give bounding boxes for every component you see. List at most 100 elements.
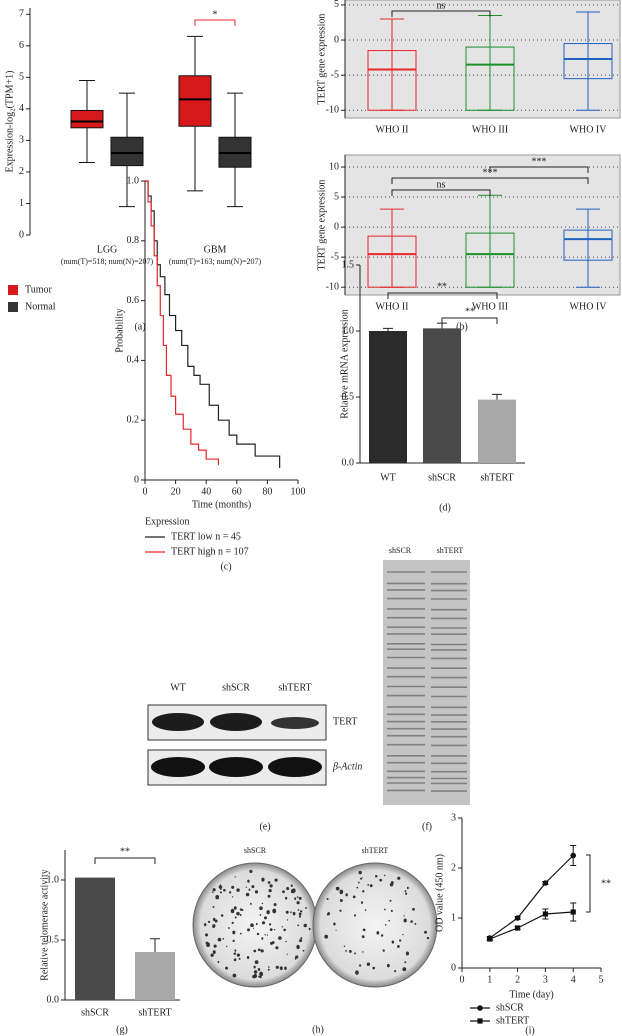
y-tick-label: 0 <box>451 962 456 973</box>
marker <box>542 911 548 917</box>
lane-label: shSCR <box>222 682 250 693</box>
gel-bands <box>387 571 467 792</box>
series-line <box>489 911 574 940</box>
x-tick-label: 0 <box>143 486 148 497</box>
annotation: ** <box>465 306 475 317</box>
band <box>151 757 205 777</box>
y-tick-label: 0 <box>334 34 339 45</box>
box <box>465 232 515 288</box>
x-tick-label: 5 <box>599 974 604 985</box>
y-tick-label: 5 <box>334 0 339 10</box>
y-tick-label: 0 <box>134 474 139 485</box>
lane-label: WT <box>170 682 186 693</box>
x-tick-label: 60 <box>232 486 242 497</box>
panel-label: (i) <box>525 1025 534 1036</box>
y-tick-label: 0.8 <box>127 235 140 246</box>
y-tick-label: 1.0 <box>47 874 60 885</box>
gel-background <box>383 560 470 805</box>
x-tick-label: WHO III <box>472 301 508 312</box>
bar <box>423 328 461 463</box>
y-tick-label: 1 <box>451 912 456 923</box>
marker <box>570 852 576 859</box>
panel-label: (h) <box>312 1024 324 1035</box>
y-tick-label: 1.0 <box>342 325 355 336</box>
gel: shSCR shTERT (f) <box>383 546 470 832</box>
marker <box>570 909 576 915</box>
box <box>110 136 144 167</box>
y-axis-label: Relative mRNA expression <box>339 309 350 418</box>
x-tick-label: 1 <box>487 974 492 985</box>
x-tick-label: LGG <box>97 244 118 255</box>
legend-marker <box>477 1018 483 1024</box>
y-tick-label: 5 <box>334 191 339 202</box>
x-tick-label: WHO II <box>375 124 408 135</box>
significance-bracket <box>441 317 498 324</box>
legend-swatch <box>8 302 18 312</box>
y-axis-label: Relative telomerase activity <box>39 869 50 981</box>
significance-bracket <box>489 166 589 173</box>
x-tick-label: shSCR <box>81 1007 109 1018</box>
legend-swatch <box>8 285 18 295</box>
y-tick-label: 0.6 <box>127 295 140 306</box>
x-tick-label: 2 <box>515 974 520 985</box>
colonies <box>203 869 311 979</box>
marker <box>515 925 521 931</box>
legend-label: TERT high n = 107 <box>171 546 249 557</box>
y-tick-label: 0.4 <box>127 355 140 366</box>
lane-label: shTERT <box>278 682 311 693</box>
band <box>268 757 322 777</box>
band <box>210 713 262 731</box>
x-tick-label: 3 <box>543 974 548 985</box>
bar <box>135 952 175 1000</box>
error-bar <box>492 393 502 400</box>
western-blot: WT shSCR shTERT TERT β-Actin (e) <box>147 682 362 832</box>
y-tick-label: 0.5 <box>342 391 355 402</box>
y-tick-label: 0.0 <box>342 457 355 468</box>
box <box>465 46 515 111</box>
annotation: ns <box>437 179 446 190</box>
plate <box>312 862 438 988</box>
band-label: TERT <box>333 716 357 727</box>
series-line <box>145 180 281 469</box>
x-tick-label: GBM <box>204 244 227 255</box>
colony-assay: shSCR shTERT (h) <box>192 846 438 1035</box>
band <box>271 717 319 729</box>
x-tick-label: WT <box>380 472 396 483</box>
y-axis-label: TERT gene expression <box>316 180 327 271</box>
x-tick-label: 0 <box>460 974 465 985</box>
x-tick-label: WHO III <box>472 124 508 135</box>
panel-label: (c) <box>220 561 231 572</box>
y-axis-label: OD value (450 nm) <box>434 854 445 932</box>
y-tick-label: 0.5 <box>47 934 60 945</box>
panel-label: (f) <box>422 821 432 832</box>
category-note: (num(T)=518; num(N)=207) <box>61 257 154 266</box>
significance-bracket <box>586 854 591 913</box>
panel-label: (d) <box>439 502 451 513</box>
box <box>178 75 212 127</box>
lane-label: shTERT <box>437 546 464 555</box>
panel-label: (e) <box>259 821 270 832</box>
error-bar <box>150 938 160 952</box>
box <box>367 235 417 288</box>
band <box>209 757 263 777</box>
y-tick-label: 1.5 <box>342 259 355 270</box>
x-tick-label: shSCR <box>428 472 456 483</box>
x-axis-label: Time (months) <box>192 499 251 510</box>
annotation: * <box>213 9 218 20</box>
y-tick-label: -5 <box>331 69 339 80</box>
legend-title: Expression <box>145 516 189 527</box>
band <box>152 713 204 731</box>
bar <box>369 331 407 463</box>
x-tick-label: WHO IV <box>570 124 608 135</box>
annotation: ** <box>120 846 130 857</box>
x-tick-label: 4 <box>571 974 576 985</box>
x-tick-label: 40 <box>201 486 211 497</box>
significance-bracket <box>194 19 236 26</box>
legend-label: TERT low n = 45 <box>171 531 241 542</box>
y-tick-label: 3 <box>19 135 24 146</box>
y-tick-label: 0 <box>19 229 24 240</box>
legend-marker <box>477 1005 483 1011</box>
box <box>367 50 417 111</box>
significance-bracket <box>391 10 491 17</box>
